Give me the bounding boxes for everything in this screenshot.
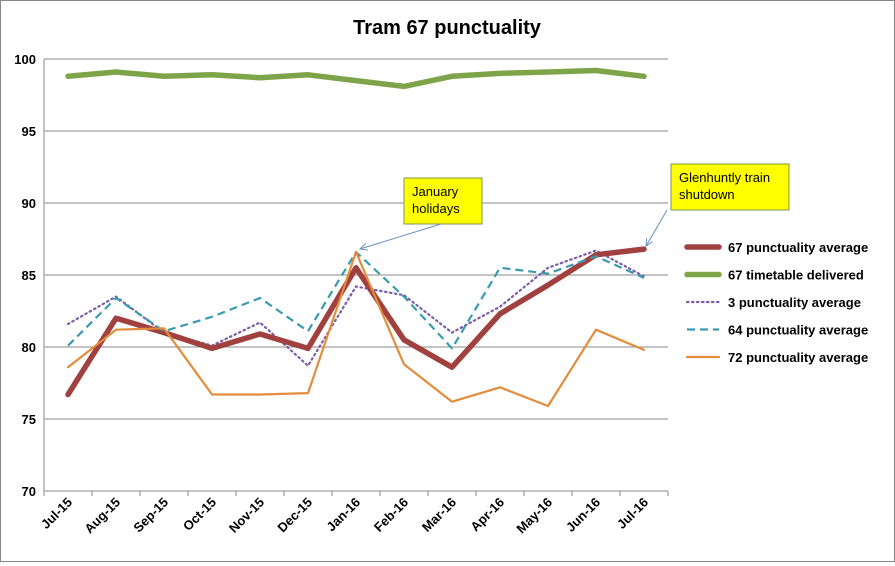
y-tick-label: 80 — [22, 340, 36, 355]
y-tick-label: 100 — [14, 52, 36, 67]
x-tick-label: Mar-16 — [419, 495, 459, 535]
x-tick-label: Apr-16 — [467, 495, 507, 535]
series-lines — [65, 67, 647, 408]
x-tick-label: Nov-15 — [226, 495, 267, 536]
annotation-text: shutdown — [679, 187, 735, 202]
x-tick-label: Aug-15 — [81, 495, 123, 537]
series-line — [65, 67, 647, 90]
x-tick-label: Jul-16 — [614, 495, 651, 532]
y-tick-label: 95 — [22, 124, 36, 139]
annotation-arrow — [359, 223, 442, 250]
y-tick-label: 90 — [22, 196, 36, 211]
gridlines — [44, 58, 668, 420]
x-tick-label: Sep-15 — [130, 495, 171, 536]
annotation-box — [403, 177, 483, 225]
legend-label: 72 punctuality average — [728, 350, 868, 365]
annotation-arrowhead — [645, 238, 653, 248]
annotation-box — [670, 163, 790, 211]
annotation-text: Glenhuntly train — [679, 170, 770, 185]
legend-label: 64 punctuality average — [728, 323, 868, 338]
annotation-callout: January holidays — [358, 177, 483, 251]
y-tick-label: 85 — [22, 268, 36, 283]
x-tick-label: Jun-16 — [563, 495, 603, 535]
annotation-text: January — [412, 184, 459, 199]
annotation-arrowhead — [358, 243, 368, 251]
x-tick-label: Jan-16 — [323, 495, 363, 535]
x-tick-label: Feb-16 — [371, 495, 411, 535]
legend-label: 67 punctuality average — [728, 240, 868, 255]
x-tick-label: Oct-15 — [180, 495, 219, 534]
annotation-callout: Glenhuntly train shutdown — [645, 163, 790, 248]
chart-title: Tram 67 punctuality — [353, 17, 542, 39]
y-tick-label: 70 — [22, 484, 36, 499]
annotation-arrow — [645, 209, 668, 247]
legend-label: 3 punctuality average — [728, 295, 861, 310]
series-line — [65, 246, 647, 398]
y-tick-label: 75 — [22, 412, 36, 427]
series-line — [66, 250, 646, 408]
legend: 67 punctuality average 67 timetable deliv… — [684, 240, 868, 365]
x-tick-label: Dec-15 — [274, 495, 315, 536]
annotations: January holidays Glenhuntly train shutdown — [358, 163, 790, 251]
x-tick-label: Jul-15 — [38, 495, 75, 532]
x-tick-label: May-16 — [513, 495, 555, 537]
annotation-text: holidays — [412, 201, 460, 216]
legend-label: 67 timetable delivered — [728, 268, 864, 283]
